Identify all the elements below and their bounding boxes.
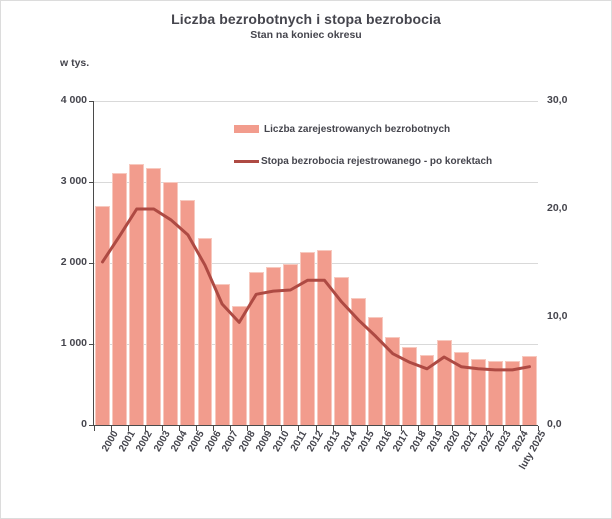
x-axis-tick bbox=[452, 426, 454, 431]
x-axis-tick-label: 2020 bbox=[441, 429, 463, 454]
x-axis-tick-label: 2005 bbox=[185, 429, 207, 454]
x-axis-tick-label: 2006 bbox=[202, 429, 224, 454]
x-axis-tick-label: 2004 bbox=[168, 429, 190, 454]
x-axis-tick-label: 2008 bbox=[237, 429, 258, 454]
right-axis-tick-label: 10,0 bbox=[547, 310, 568, 322]
x-axis-tick-label: 2018 bbox=[407, 429, 429, 454]
x-axis-tick bbox=[93, 426, 95, 431]
x-axis-tick bbox=[537, 426, 539, 431]
x-axis-tick bbox=[366, 426, 368, 431]
x-axis-tick bbox=[247, 426, 249, 431]
right-axis-tick-label: 0,0 bbox=[547, 418, 562, 430]
legend-item-bars: Liczba zarejestrowanych bezrobotnych bbox=[234, 122, 492, 136]
left-axis-unit-label: w tys. bbox=[60, 57, 90, 69]
left-axis-tick-label: 2 000 bbox=[60, 256, 87, 268]
x-axis-tick-label: 2019 bbox=[424, 429, 446, 454]
right-axis-tick-label: 30,0 bbox=[547, 94, 568, 106]
x-axis-tick-label: 2002 bbox=[134, 429, 156, 454]
x-axis-tick bbox=[486, 426, 488, 431]
x-axis-tick-label: 2000 bbox=[100, 429, 122, 454]
legend-line-label: Stopa bezrobocia rejestrowanego - po kor… bbox=[261, 155, 493, 167]
chart-title: Liczba bezrobotnych i stopa bezrobocia bbox=[171, 11, 441, 27]
x-axis-tick bbox=[144, 426, 146, 431]
legend-line-swatch bbox=[234, 159, 259, 163]
left-axis-tick bbox=[89, 262, 93, 264]
x-axis-tick-label: 2010 bbox=[271, 429, 292, 454]
x-axis-tick bbox=[127, 426, 129, 431]
gridline bbox=[94, 181, 538, 183]
left-axis-tick bbox=[89, 181, 93, 183]
x-axis-tick bbox=[110, 426, 112, 431]
x-axis-tick bbox=[349, 426, 351, 431]
x-axis-tick-label: 2003 bbox=[151, 429, 173, 454]
left-axis-tick bbox=[89, 343, 93, 345]
x-axis-tick-label: 2007 bbox=[219, 429, 241, 454]
right-axis-tick-label: 20,0 bbox=[547, 202, 568, 214]
left-axis-tick-label: 0 bbox=[81, 418, 87, 430]
x-axis-tick bbox=[195, 426, 197, 431]
x-axis-tick-label: 2014 bbox=[339, 429, 361, 454]
legend-bar-label: Liczba zarejestrowanych bezrobotnych bbox=[264, 123, 451, 135]
x-axis-tick bbox=[213, 426, 215, 431]
left-axis-tick-label: 4 000 bbox=[60, 94, 87, 106]
x-axis-tick-label: 2017 bbox=[390, 429, 412, 454]
x-axis-tick bbox=[400, 426, 402, 431]
legend-item-line: Stopa bezrobocia rejestrowanego - po kor… bbox=[234, 154, 492, 168]
x-axis-tick bbox=[178, 426, 180, 431]
x-axis-tick-label: 2016 bbox=[373, 429, 395, 454]
axis-lines bbox=[93, 101, 538, 426]
x-axis-tick bbox=[298, 426, 300, 431]
legend: Liczba zarejestrowanych bezrobotnych Sto… bbox=[234, 122, 492, 186]
x-axis-tick bbox=[417, 426, 419, 431]
x-axis-tick bbox=[332, 426, 334, 431]
x-axis-tick bbox=[264, 426, 266, 431]
x-axis-tick-label: 2009 bbox=[254, 429, 275, 454]
x-axis-tick-label: 2015 bbox=[356, 429, 378, 454]
x-axis-tick-label: 2001 bbox=[117, 429, 139, 454]
x-axis-tick bbox=[230, 426, 232, 431]
gridline bbox=[94, 100, 538, 102]
x-axis-tick bbox=[469, 426, 471, 431]
x-axis-tick bbox=[383, 426, 385, 431]
x-axis-tick-label: 2011 bbox=[288, 429, 309, 454]
left-axis-tick-label: 3 000 bbox=[60, 175, 87, 187]
left-axis-tick bbox=[89, 424, 93, 426]
x-axis-tick-label: 2022 bbox=[476, 429, 497, 454]
x-axis-tick-label: 2023 bbox=[493, 429, 514, 454]
chart-subtitle: Stan na koniec okresu bbox=[250, 29, 362, 41]
left-axis-tick bbox=[89, 100, 93, 102]
x-axis-tick-label: 2013 bbox=[322, 429, 344, 454]
x-axis-tick bbox=[161, 426, 163, 431]
x-axis-tick bbox=[315, 426, 317, 431]
x-axis-tick bbox=[520, 426, 522, 431]
x-axis-tick bbox=[281, 426, 283, 431]
x-axis-tick bbox=[435, 426, 437, 431]
x-axis-tick bbox=[503, 426, 505, 431]
x-axis-tick-label: 2021 bbox=[459, 429, 480, 454]
left-axis-tick-label: 1 000 bbox=[60, 337, 87, 349]
legend-bar-swatch bbox=[234, 125, 259, 133]
